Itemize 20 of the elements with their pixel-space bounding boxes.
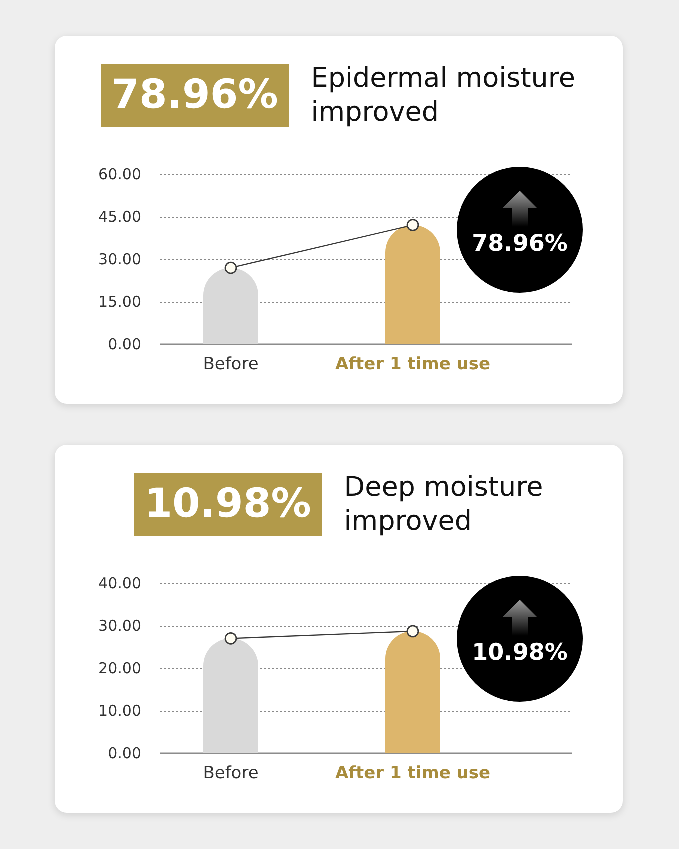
x-tick-label: Before <box>203 764 259 784</box>
y-tick-label: 60.00 <box>98 166 142 184</box>
x-tick-label: Before <box>203 354 259 374</box>
y-tick-label: 30.00 <box>98 250 142 268</box>
y-tick-label: 15.00 <box>98 293 142 311</box>
y-tick-label: 30.00 <box>98 617 142 635</box>
y-tick-label: 45.00 <box>98 208 142 226</box>
y-tick-label: 0.00 <box>108 744 142 762</box>
chart-title: Epidermal moisture improved <box>311 62 577 130</box>
text: 10.98% <box>134 473 322 536</box>
y-tick-label: 10.00 <box>98 702 142 720</box>
chart-title: Deep moisture improved <box>344 471 544 539</box>
y-tick-label: 0.00 <box>108 336 142 354</box>
annotation: 78.96% <box>471 230 569 259</box>
y-tick-label: 40.00 <box>98 574 142 592</box>
x-tick-label: After 1 time use <box>335 354 491 374</box>
text: 78.96% <box>100 64 290 127</box>
x-tick-label: After 1 time use <box>335 764 491 784</box>
y-tick-label: 20.00 <box>98 660 142 678</box>
annotation: 10.98% <box>471 639 569 668</box>
